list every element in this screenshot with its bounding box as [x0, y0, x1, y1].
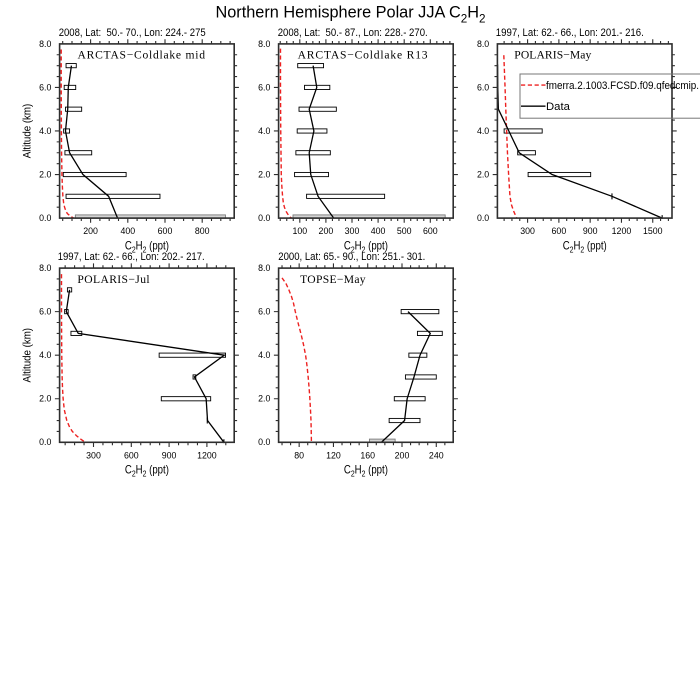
svg-text:0.0: 0.0 — [39, 213, 51, 223]
svg-text:600: 600 — [124, 450, 139, 460]
svg-text:500: 500 — [397, 226, 412, 236]
svg-text:900: 900 — [583, 226, 598, 236]
svg-text:Altitude (km): Altitude (km) — [22, 328, 34, 383]
svg-text:8.0: 8.0 — [258, 39, 270, 49]
svg-text:ARCTAS−Coldlake R13: ARCTAS−Coldlake R13 — [298, 49, 428, 62]
svg-text:2.0: 2.0 — [39, 394, 51, 404]
svg-text:900: 900 — [162, 450, 177, 460]
svg-text:4.0: 4.0 — [39, 126, 51, 136]
svg-text:4.0: 4.0 — [477, 126, 489, 136]
svg-text:0.0: 0.0 — [39, 437, 51, 447]
svg-text:2.0: 2.0 — [258, 394, 270, 404]
svg-text:2008, Lat: 50.- 70., Lon: 224: 2008, Lat: 50.- 70., Lon: 224.- 275 — [59, 27, 206, 39]
svg-text:300: 300 — [86, 450, 101, 460]
svg-text:200: 200 — [319, 226, 334, 236]
svg-text:C2H2 (ppt): C2H2 (ppt) — [344, 463, 388, 479]
svg-text:POLARIS−May: POLARIS−May — [514, 49, 591, 62]
svg-text:2008, Lat: 50.- 87., Lon: 228: 2008, Lat: 50.- 87., Lon: 228.- 270. — [278, 27, 428, 39]
svg-text:600: 600 — [552, 226, 567, 236]
svg-text:C2H2 (ppt): C2H2 (ppt) — [125, 463, 169, 479]
svg-text:300: 300 — [345, 226, 360, 236]
svg-text:Altitude (km): Altitude (km) — [22, 104, 34, 159]
svg-text:8.0: 8.0 — [477, 39, 489, 49]
svg-text:120: 120 — [326, 450, 341, 460]
svg-text:8.0: 8.0 — [39, 39, 51, 49]
svg-text:4.0: 4.0 — [39, 350, 51, 360]
svg-text:6.0: 6.0 — [258, 307, 270, 317]
svg-text:200: 200 — [83, 226, 98, 236]
svg-text:C2H2 (ppt): C2H2 (ppt) — [563, 238, 607, 254]
svg-text:8.0: 8.0 — [39, 263, 51, 273]
svg-text:ARCTAS−Coldlake mid: ARCTAS−Coldlake mid — [78, 49, 206, 62]
svg-text:6.0: 6.0 — [258, 82, 270, 92]
svg-text:240: 240 — [429, 450, 444, 460]
svg-text:POLARIS−Jul: POLARIS−Jul — [77, 273, 149, 286]
svg-text:200: 200 — [395, 450, 410, 460]
svg-text:1997, Lat: 62.- 66., Lon: 201.: 1997, Lat: 62.- 66., Lon: 201.- 216. — [496, 27, 644, 39]
svg-text:0.0: 0.0 — [258, 213, 270, 223]
svg-text:6.0: 6.0 — [477, 82, 489, 92]
svg-text:600: 600 — [423, 226, 438, 236]
svg-text:0.0: 0.0 — [258, 437, 270, 447]
svg-text:1200: 1200 — [197, 450, 217, 460]
svg-text:TOPSE−May: TOPSE−May — [300, 273, 366, 286]
svg-text:2.0: 2.0 — [477, 169, 489, 179]
svg-text:80: 80 — [294, 450, 304, 460]
svg-text:6.0: 6.0 — [39, 82, 51, 92]
svg-text:600: 600 — [158, 226, 173, 236]
svg-text:1200: 1200 — [612, 226, 632, 236]
svg-text:4.0: 4.0 — [258, 350, 270, 360]
svg-text:2000, Lat: 65.- 90., Lon: 251.: 2000, Lat: 65.- 90., Lon: 251.- 301. — [278, 251, 425, 263]
svg-text:1500: 1500 — [643, 226, 663, 236]
svg-text:800: 800 — [195, 226, 210, 236]
svg-text:300: 300 — [520, 226, 535, 236]
svg-text:fmerra.2.1003.FCSD.f09.qfedcmi: fmerra.2.1003.FCSD.f09.qfedcmip. — [546, 80, 699, 92]
svg-text:1997, Lat: 62.- 66., Lon: 202.: 1997, Lat: 62.- 66., Lon: 202.- 217. — [58, 251, 205, 263]
svg-text:100: 100 — [292, 226, 307, 236]
svg-text:400: 400 — [120, 226, 135, 236]
svg-text:400: 400 — [371, 226, 386, 236]
svg-text:160: 160 — [360, 450, 375, 460]
svg-text:2.0: 2.0 — [258, 169, 270, 179]
svg-text:Northern Hemisphere Polar JJA: Northern Hemisphere Polar JJA C2H2 — [215, 3, 485, 25]
svg-text:8.0: 8.0 — [258, 263, 270, 273]
svg-text:2.0: 2.0 — [39, 169, 51, 179]
svg-text:6.0: 6.0 — [39, 307, 51, 317]
svg-text:C2H2 (ppt): C2H2 (ppt) — [344, 238, 388, 254]
svg-text:Data: Data — [546, 101, 571, 113]
svg-text:C2H2 (ppt): C2H2 (ppt) — [125, 238, 169, 254]
svg-text:4.0: 4.0 — [258, 126, 270, 136]
svg-text:0.0: 0.0 — [477, 213, 489, 223]
